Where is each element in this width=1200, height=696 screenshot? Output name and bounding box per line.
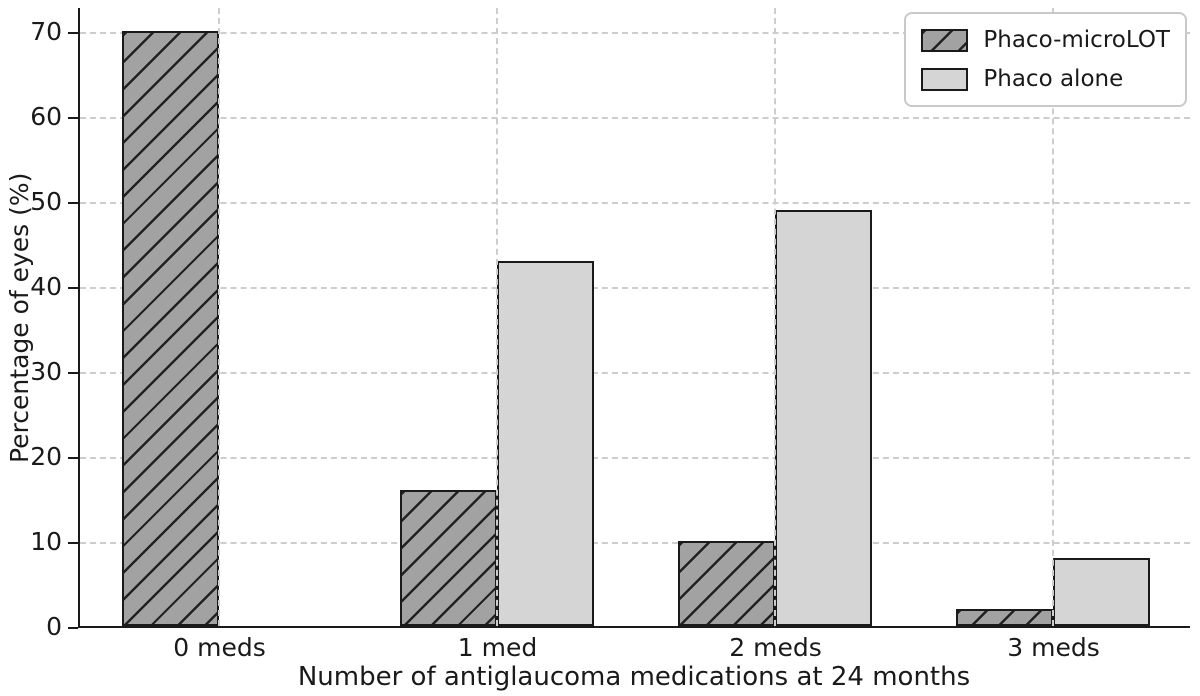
gridline-y-50 <box>80 202 1190 205</box>
gridline-y-40 <box>80 287 1190 290</box>
y-tick-mark-60 <box>68 117 78 120</box>
y-tick-mark-0 <box>68 627 78 629</box>
y-tick-mark-40 <box>68 287 78 290</box>
bar-phaco-microlot-2-meds <box>678 541 775 626</box>
gridline-x-2-meds <box>774 8 776 626</box>
gridline-y-70 <box>80 32 1190 35</box>
y-tick-mark-30 <box>68 372 78 375</box>
legend-item-phaco-microlot: Phaco-microLOT <box>921 27 1170 53</box>
gridline-y-20 <box>80 457 1190 460</box>
y-tick-label-10: 10 <box>30 527 62 557</box>
y-tick-label-60: 60 <box>30 102 62 132</box>
legend-swatch-hatched-icon <box>921 28 969 52</box>
y-tick-label-20: 20 <box>30 442 62 472</box>
legend-swatch-plain-icon <box>921 67 969 91</box>
y-tick-label-50: 50 <box>30 187 62 217</box>
x-tick-label-1-med: 1 med <box>457 633 538 662</box>
plot-area <box>78 8 1190 628</box>
bar-phaco-microlot-3-meds <box>956 609 1053 626</box>
y-tick-label-0: 0 <box>46 612 62 641</box>
gridline-y-10 <box>80 542 1190 545</box>
bar-phaco-alone-2-meds <box>775 209 872 626</box>
x-tick-label-2-meds: 2 meds <box>729 633 822 662</box>
y-tick-mark-20 <box>68 457 78 460</box>
bar-phaco-microlot-1-med <box>400 490 497 626</box>
gridline-x-3-meds <box>1052 8 1054 626</box>
legend-label-phaco-alone: Phaco alone <box>983 66 1124 92</box>
y-tick-label-30: 30 <box>30 357 62 387</box>
x-axis-title: Number of antiglaucoma medications at 24… <box>297 662 971 692</box>
legend: Phaco-microLOT Phaco alone <box>904 12 1187 107</box>
y-tick-mark-70 <box>68 32 78 35</box>
y-tick-label-40: 40 <box>30 272 62 302</box>
x-tick-label-0-meds: 0 meds <box>173 633 266 662</box>
gridline-y-60 <box>80 117 1190 120</box>
legend-label-phaco-microlot: Phaco-microLOT <box>983 27 1170 53</box>
bar-phaco-microlot-0-meds <box>122 31 219 626</box>
gridline-y-30 <box>80 372 1190 375</box>
y-tick-mark-10 <box>68 542 78 545</box>
bar-phaco-alone-3-meds <box>1053 558 1150 626</box>
x-tick-label-3-meds: 3 meds <box>1007 633 1100 662</box>
y-tick-label-70: 70 <box>30 17 62 47</box>
gridline-x-0-meds <box>218 8 220 626</box>
y-tick-mark-50 <box>68 202 78 205</box>
bar-phaco-alone-1-med <box>497 260 594 626</box>
gridline-x-1-med <box>496 8 498 626</box>
legend-item-phaco-alone: Phaco alone <box>921 66 1170 92</box>
